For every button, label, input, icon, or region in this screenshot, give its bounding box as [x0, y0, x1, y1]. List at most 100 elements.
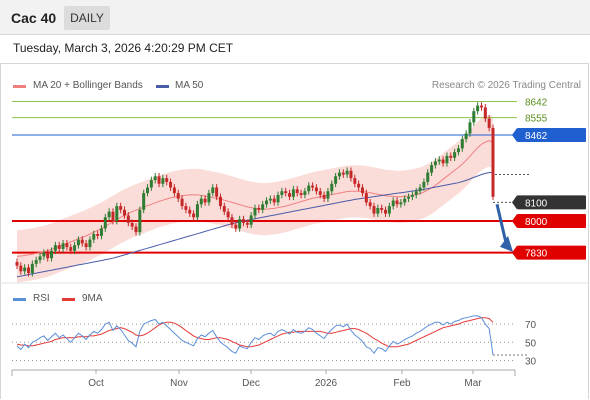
level-tag-7830: [517, 245, 586, 260]
candle-body: [330, 183, 334, 192]
candle-body: [192, 213, 196, 218]
ma20-legend-swatch: [13, 85, 26, 88]
rsi-tick-label-70: 70: [525, 320, 537, 331]
level-tag-8000: [517, 214, 586, 229]
candle-body: [115, 206, 119, 222]
candle-body: [295, 189, 299, 194]
candle-body: [226, 211, 230, 218]
candle-body: [368, 202, 372, 207]
rsi-line: [16, 315, 494, 356]
timeframe-button[interactable]: DAILY: [64, 6, 110, 30]
candle-body: [357, 183, 361, 188]
candle-body: [437, 159, 441, 162]
candle-body: [222, 206, 226, 212]
x-tick-label-Oct: Oct: [88, 378, 104, 389]
ma50-legend-swatch: [156, 85, 169, 88]
level-label-8555: 8555: [525, 114, 548, 125]
candle-body: [433, 161, 437, 166]
candle-body: [291, 189, 295, 197]
candle-body: [453, 152, 457, 158]
candle-body: [27, 267, 31, 274]
x-tick-label-Dec: Dec: [242, 378, 260, 389]
rsi-ma9-line: [16, 317, 494, 348]
header-bar: Cac 40 DAILY: [0, 0, 590, 35]
forecast-arrow-shaft: [495, 203, 508, 244]
candle-body: [268, 198, 272, 201]
candle-body: [138, 209, 142, 233]
x-tick-label-2026: 2026: [315, 378, 338, 389]
x-tick-label-Feb: Feb: [393, 378, 411, 389]
level-tag-pointer-8000: [512, 214, 517, 229]
candle-body: [399, 202, 403, 205]
candle-body: [180, 198, 184, 207]
candle-body: [326, 191, 330, 199]
level-label-8462: 8462: [525, 131, 548, 142]
candle-body: [142, 193, 146, 210]
candle-body: [253, 207, 257, 216]
candle-body: [403, 198, 407, 203]
candle-body: [88, 239, 92, 248]
candle-body: [76, 239, 80, 246]
candle-body: [122, 209, 126, 216]
candle-body: [334, 176, 338, 184]
candle-body: [337, 172, 341, 177]
candle-body: [42, 252, 46, 257]
candle-body: [130, 222, 134, 227]
candle-body: [172, 187, 176, 194]
candle-body: [468, 122, 472, 134]
candle-body: [487, 118, 491, 128]
candle-body: [257, 207, 261, 210]
candle-body: [46, 252, 50, 259]
bollinger-band: [17, 114, 493, 283]
ma20-legend-label: MA 20 + Bollinger Bands: [33, 80, 143, 91]
candle-body: [303, 191, 307, 195]
candle-body: [483, 107, 487, 119]
candle-body: [395, 200, 399, 205]
candle-body: [272, 198, 276, 203]
candle-body: [426, 172, 430, 182]
candle-body: [188, 209, 192, 214]
level-label-8642: 8642: [525, 97, 548, 108]
candle-body: [53, 245, 57, 251]
candle-body: [23, 267, 27, 272]
candle-body: [65, 243, 69, 248]
candle-body: [418, 187, 422, 192]
candle-body: [34, 260, 38, 264]
candle-body: [176, 193, 180, 199]
candle-body: [422, 181, 426, 188]
candle-body: [318, 191, 322, 195]
candle-body: [456, 148, 460, 153]
candle-body: [410, 194, 414, 197]
candle-body: [380, 207, 384, 210]
candle-body: [96, 234, 100, 236]
candle-body: [387, 206, 391, 214]
candle-body: [445, 155, 449, 164]
candle-body: [441, 159, 445, 164]
candle-body: [349, 170, 353, 179]
candle-body: [341, 172, 345, 175]
candle-body: [322, 194, 326, 199]
ma50-line: [16, 171, 494, 278]
candle-body: [38, 256, 42, 261]
rsi-legend-swatch: [13, 298, 26, 301]
candle-body: [80, 239, 84, 244]
candle-body: [391, 200, 395, 207]
candle-body: [165, 178, 169, 182]
level-tag-8100: [517, 195, 586, 210]
candle-body: [265, 200, 269, 205]
candle-body: [69, 247, 73, 251]
candle-body: [99, 228, 103, 236]
level-tag-8462: [517, 128, 586, 142]
ma9-legend-label: 9MA: [82, 293, 103, 304]
candle-body: [234, 224, 238, 229]
candle-body: [126, 215, 130, 223]
level-tag-pointer-8462: [512, 128, 517, 142]
candle-body: [372, 206, 376, 214]
candle-body: [384, 209, 388, 214]
candle-body: [238, 219, 242, 229]
candle-body: [161, 178, 165, 184]
candle-body: [203, 198, 207, 203]
forecast-arrow-head: [500, 235, 513, 252]
candle-body: [57, 245, 61, 249]
